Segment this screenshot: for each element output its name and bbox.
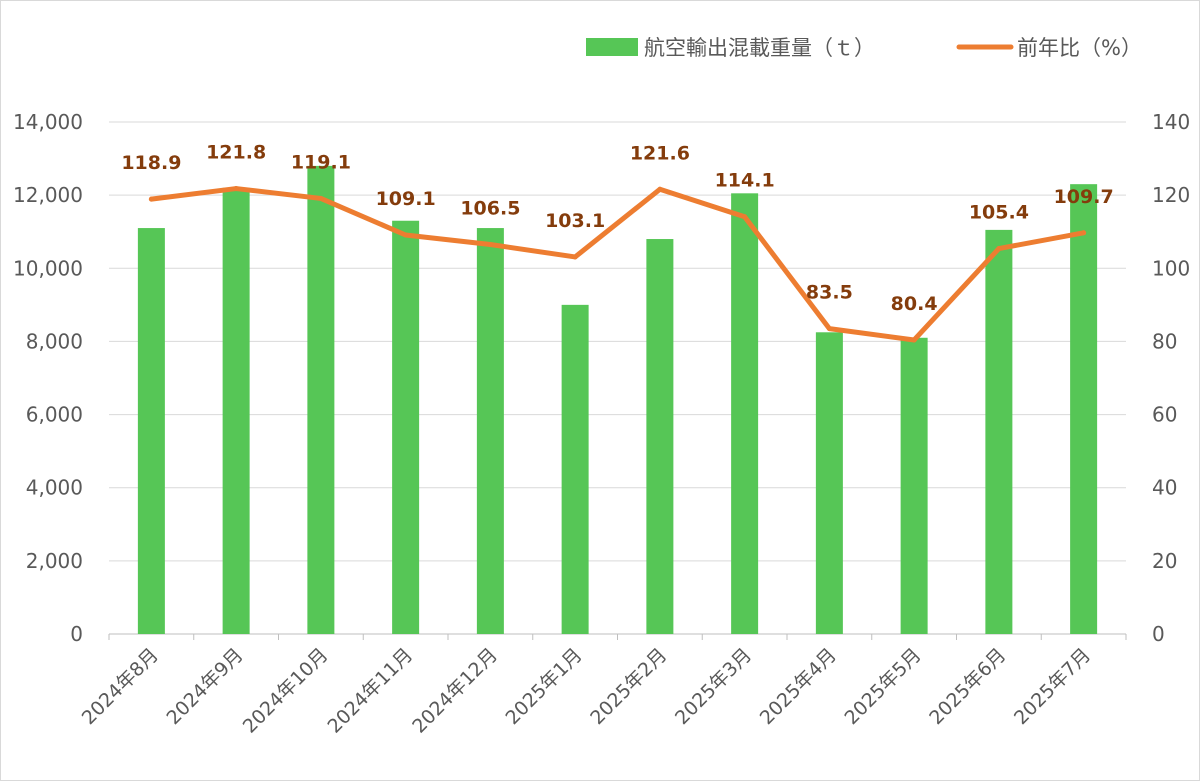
y-left-tick-label: 0 — [70, 622, 83, 646]
data-label: 119.1 — [291, 151, 351, 173]
x-tick-label: 2025年3月 — [671, 644, 756, 729]
x-tick-label: 2024年9月 — [162, 644, 247, 729]
bar — [392, 220, 420, 634]
line-point — [233, 186, 239, 192]
x-tick-label: 2025年1月 — [501, 644, 586, 729]
bar — [307, 165, 335, 634]
y-left-tick-label: 14,000 — [13, 110, 83, 134]
x-tick-label: 2024年8月 — [78, 644, 163, 729]
y-left-tick-label: 12,000 — [13, 183, 83, 207]
line-point — [403, 232, 409, 238]
bar — [731, 193, 759, 635]
line-point — [996, 246, 1002, 252]
x-tick-label: 2025年4月 — [756, 644, 841, 729]
line-point — [572, 254, 578, 260]
data-label: 105.4 — [969, 202, 1029, 224]
bar — [985, 229, 1013, 634]
x-tick-label: 2024年11月 — [323, 644, 417, 738]
line-point — [826, 326, 832, 332]
y-right-tick-label: 120 — [1152, 183, 1190, 207]
data-label: 121.8 — [206, 142, 266, 164]
bar-series — [137, 165, 1098, 635]
bar — [900, 337, 928, 634]
data-label: 109.7 — [1054, 186, 1114, 208]
legend-swatch-bar — [586, 38, 638, 56]
x-tick-label: 2024年12月 — [408, 644, 502, 738]
bar — [222, 187, 250, 635]
data-label: 83.5 — [806, 282, 853, 304]
y-left-tick-label: 6,000 — [26, 403, 83, 427]
legend-label-line: 前年比（%） — [1017, 36, 1142, 60]
x-tick-label: 2025年5月 — [840, 644, 925, 729]
y-right-tick-label: 40 — [1152, 476, 1177, 500]
data-label: 80.4 — [891, 293, 938, 315]
line-point — [742, 214, 748, 220]
legend-label-bar: 航空輸出混載重量（ｔ） — [644, 36, 875, 60]
y-right-tick-label: 140 — [1152, 110, 1190, 134]
data-label: 121.6 — [630, 142, 690, 164]
line-series-path — [148, 186, 1087, 343]
y-right-tick-label: 0 — [1152, 622, 1165, 646]
x-tick-label: 2024年10月 — [239, 644, 333, 738]
data-labels: 118.9 121.8 119.1 109.1 106.5 103.1 121.6 114.1… — [121, 142, 1113, 315]
bar — [646, 239, 674, 634]
x-tick-label: 2025年7月 — [1010, 644, 1095, 729]
x-tick-label: 2025年2月 — [586, 644, 671, 729]
line-point — [148, 196, 154, 202]
y-left-tick-label: 2,000 — [26, 549, 83, 573]
data-label: 109.1 — [376, 188, 436, 210]
data-label: 118.9 — [121, 152, 181, 174]
y-left-tick-label: 8,000 — [26, 329, 83, 353]
bar — [561, 304, 589, 634]
legend: 航空輸出混載重量（ｔ） 前年比（%） — [586, 36, 1142, 60]
line-point — [487, 242, 493, 248]
y-right-tick-label: 20 — [1152, 549, 1177, 573]
bar — [815, 332, 843, 634]
line-point — [911, 337, 917, 343]
y-left-tick-label: 4,000 — [26, 476, 83, 500]
y-right-tick-label: 60 — [1152, 403, 1177, 427]
bar — [137, 228, 165, 635]
line-series — [148, 186, 1087, 343]
line-point — [1081, 230, 1087, 236]
data-label: 106.5 — [460, 198, 520, 220]
y-right-tick-label: 100 — [1152, 256, 1190, 280]
y-right-tick-label: 80 — [1152, 329, 1177, 353]
y-left-tick-label: 10,000 — [13, 256, 83, 280]
line-point — [657, 186, 663, 192]
data-label: 114.1 — [715, 170, 775, 192]
x-tick-label: 2025年6月 — [925, 644, 1010, 729]
gridlines — [109, 121, 1126, 635]
bar — [1070, 184, 1098, 634]
data-label: 103.1 — [545, 210, 605, 232]
line-point — [318, 195, 324, 201]
bar — [476, 228, 504, 635]
